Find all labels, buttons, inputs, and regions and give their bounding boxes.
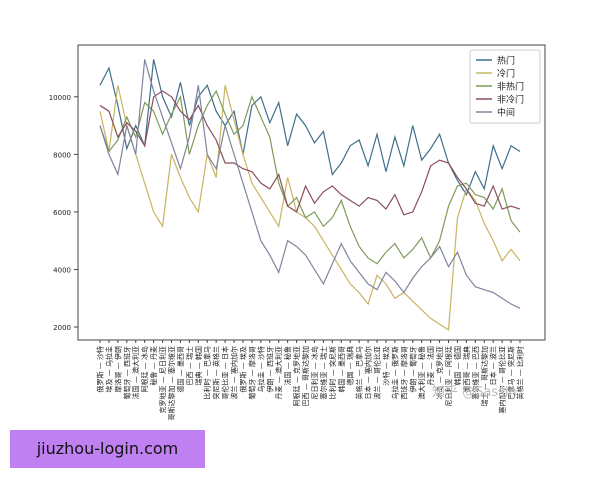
- x-tick-label: 阿根廷 — 冰岛: [140, 346, 149, 392]
- x-tick-label: 英格兰 — 巴拿马: [355, 346, 364, 399]
- legend-label: 冷门: [497, 68, 515, 80]
- x-tick-label: 比利时 — 巴拿马: [203, 346, 212, 399]
- x-tick-label: 伊朗 — 葡萄牙: [408, 346, 417, 392]
- series-line: [99, 59, 521, 309]
- x-tick-label: 法国 — 秘鲁: [283, 346, 292, 385]
- x-tick-label: 哥斯达黎加 — 塞尔维亚: [167, 346, 176, 420]
- legend-label: 热门: [497, 55, 515, 67]
- legend-label: 非热门: [497, 81, 524, 93]
- x-tick-label: 俄罗斯 — 沙特: [96, 346, 105, 392]
- series-line: [99, 90, 521, 216]
- x-tick-label: 俄罗斯 — 埃及: [238, 346, 247, 392]
- legend-label: 中间: [497, 107, 515, 119]
- banner: jiuzhou-login.com: [10, 430, 205, 468]
- x-tick-label: 瑞士 — 哥斯达黎加: [480, 346, 489, 406]
- legend-box: [469, 49, 541, 124]
- x-tick-label: 日本 — 塞内加尔: [364, 346, 373, 399]
- x-tick-label: 墨西哥 — 瑞典: [462, 346, 471, 392]
- x-tick-label: 波兰 — 塞内加尔: [230, 346, 239, 399]
- watermark: 知乎 @Sassin: [432, 384, 517, 400]
- x-tick-label: 摩洛哥 — 伊朗: [113, 346, 122, 392]
- series-line: [99, 89, 521, 265]
- x-tick-label: 澳大利亚 — 秘鲁: [417, 346, 426, 399]
- y-tick-label: 6000: [53, 209, 71, 217]
- legend-label: 非冷门: [497, 94, 524, 106]
- x-tick-label: 突尼斯 — 英格兰: [212, 346, 221, 399]
- x-tick-label: 比利时 — 突尼斯: [328, 346, 337, 399]
- x-tick-label: 西班牙 — 摩洛哥: [399, 346, 408, 399]
- x-tick-label: 德国 — 墨西哥: [176, 346, 185, 392]
- x-tick-label: 瑞典 — 韩国: [194, 346, 203, 385]
- x-tick-label: 德国 — 瑞典: [346, 346, 355, 385]
- x-tick-label: 巴拿马 — 突尼斯: [507, 346, 516, 399]
- x-tick-label: 伊朗 — 西班牙: [265, 346, 274, 392]
- x-tick-label: 塞尔维亚 — 巴西: [471, 346, 480, 399]
- x-tick-label: 阿根廷 — 克罗地亚: [292, 346, 301, 406]
- x-tick-label: 巴西 — 哥斯达黎加: [301, 346, 310, 406]
- x-tick-label: 丹麦 — 澳大利亚: [274, 346, 283, 399]
- x-tick-label: 丹麦 — 法国: [426, 346, 435, 385]
- x-tick-label: 尼日利亚 — 阿根廷: [444, 346, 453, 406]
- series-line: [99, 85, 521, 331]
- x-tick-label: 波兰 — 哥伦比亚: [373, 346, 382, 399]
- x-tick-label: 葡萄牙 — 西班牙: [122, 346, 131, 399]
- y-tick-label: 8000: [53, 151, 71, 159]
- x-tick-label: 法国 — 澳大利亚: [131, 346, 140, 399]
- x-tick-label: 巴西 — 瑞士: [185, 346, 194, 385]
- x-tick-label: 葡萄牙 — 摩洛哥: [247, 346, 256, 399]
- x-tick-label: 埃及 — 乌拉圭: [104, 346, 113, 392]
- x-tick-label: 克罗地亚 — 尼日利亚: [158, 346, 167, 413]
- x-tick-label: 尼日利亚 — 冰岛: [310, 346, 319, 399]
- plot-area: 2000 4000 6000 8000 10000 俄罗斯 — 沙特 埃及 — 乌拉圭 摩洛哥…: [49, 49, 541, 420]
- x-tick-label: 沙特 — 埃及: [381, 346, 390, 385]
- x-tick-label: 乌拉圭 — 沙特: [256, 346, 265, 392]
- x-tick-label: 韩国 — 墨西哥: [337, 346, 346, 392]
- x-tick-label: 塞尔维亚 — 瑞士: [319, 346, 328, 399]
- y-tick-label: 10000: [49, 94, 71, 102]
- x-tick-label: 秘鲁 — 丹麦: [149, 346, 158, 385]
- y-tick-label: 4000: [53, 266, 71, 274]
- y-tick-label: 2000: [53, 324, 71, 332]
- x-tick-label: 日本 — 波兰: [489, 346, 498, 385]
- x-tick-label: 韩国 — 德国: [453, 346, 462, 385]
- x-tick-label: 乌拉圭 — 俄罗斯: [390, 346, 399, 399]
- x-tick-label: 冰岛 — 克罗地亚: [435, 346, 444, 399]
- x-tick-label: 哥伦比亚 — 日本: [221, 346, 230, 399]
- x-tick-label: 英格兰 — 比利时: [516, 346, 525, 399]
- x-tick-label: 塞内加尔 — 哥伦比亚: [498, 346, 507, 413]
